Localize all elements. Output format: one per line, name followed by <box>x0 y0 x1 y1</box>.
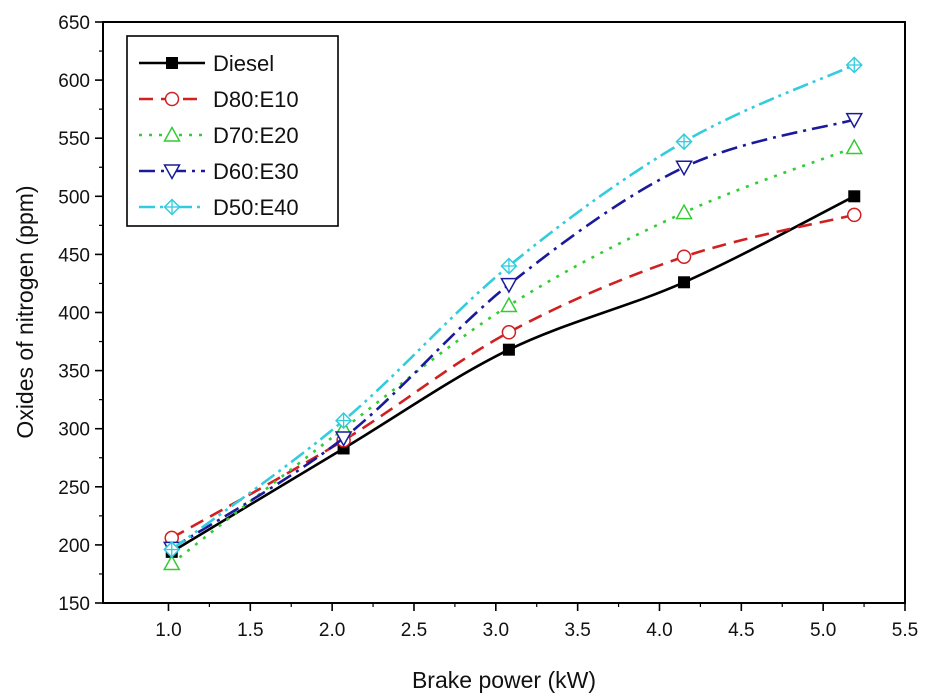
data-point-0 <box>678 276 691 289</box>
legend-marker <box>163 125 181 142</box>
data-point-2 <box>675 203 693 220</box>
data-point-4 <box>675 133 693 151</box>
series-line-1 <box>171 213 855 540</box>
x-axis-title: Brake power (kW) <box>412 667 596 693</box>
y-tick-label: 200 <box>58 536 90 557</box>
data-point-4 <box>163 540 181 559</box>
x-tick-label: 4.5 <box>728 620 754 641</box>
data-point-1 <box>501 325 517 340</box>
data-point-3 <box>500 277 518 294</box>
x-tick-label: 5.0 <box>810 620 836 641</box>
data-point-3 <box>675 160 693 177</box>
legend-marker <box>164 91 180 107</box>
legend-label: D60:E30 <box>213 159 299 184</box>
y-tick-label: 150 <box>58 594 90 615</box>
legend-label: D50:E40 <box>213 195 299 220</box>
x-tick-label: 3.0 <box>483 620 509 641</box>
y-axis-title: Oxides of nitrogen (ppm) <box>12 185 38 438</box>
x-tick-label: 2.5 <box>401 620 427 641</box>
y-tick-label: 300 <box>58 420 90 441</box>
legend-marker <box>163 198 181 216</box>
data-point-0 <box>848 190 861 203</box>
y-tick-label: 500 <box>58 187 90 208</box>
y-tick-label: 450 <box>58 245 90 266</box>
data-point-2 <box>500 296 518 313</box>
y-tick-label: 650 <box>58 13 90 34</box>
series-line-3 <box>171 118 855 550</box>
data-point-3 <box>334 431 353 448</box>
data-point-0 <box>502 343 515 356</box>
x-tick-label: 3.5 <box>564 620 590 641</box>
data-point-2 <box>845 138 864 155</box>
legend-label: D70:E20 <box>213 123 299 148</box>
legend-marker <box>166 57 178 69</box>
data-point-3 <box>845 112 864 129</box>
legend-marker <box>163 164 181 181</box>
y-tick-label: 250 <box>58 478 90 499</box>
x-tick-label: 2.0 <box>319 620 345 641</box>
data-point-4 <box>845 56 863 74</box>
axis-layer: 1.0 1.5 2.0 2.5 3.0 3.5 4.0 4.5 5.0 5.5 150 200 250 3… <box>58 13 918 641</box>
data-point-1 <box>676 249 692 264</box>
legend-label: D80:E10 <box>213 87 299 112</box>
legend-label: Diesel <box>213 51 274 76</box>
data-point-4 <box>335 412 353 430</box>
legend: Diesel D80:E10 D70:E20 D60:E30 D50:E40 <box>126 35 339 227</box>
x-tick-label: 5.5 <box>892 620 918 641</box>
series-layer <box>162 56 864 571</box>
x-tick-label: 4.0 <box>646 620 672 641</box>
x-tick-label: 1.5 <box>237 620 263 641</box>
series-line-4 <box>170 63 855 551</box>
data-point-1 <box>847 207 862 223</box>
data-point-2 <box>162 554 181 571</box>
data-point-4 <box>500 257 518 275</box>
x-tick-label: 1.0 <box>155 620 181 641</box>
y-tick-label: 550 <box>58 129 90 150</box>
y-tick-label: 600 <box>58 71 90 92</box>
y-tick-label: 350 <box>58 362 90 383</box>
legend-box <box>126 35 339 227</box>
y-tick-label: 400 <box>58 304 90 325</box>
series-line-2 <box>170 146 855 565</box>
